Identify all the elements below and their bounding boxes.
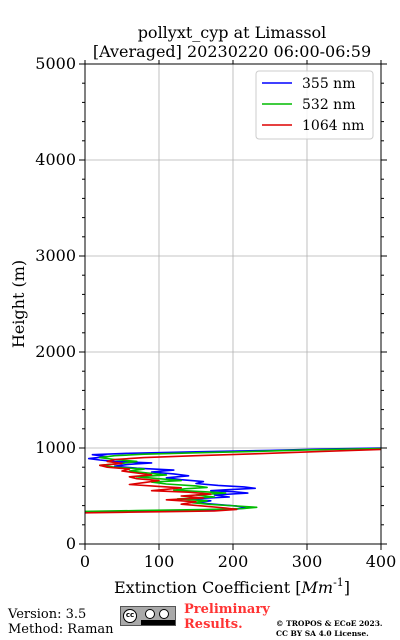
x-tick-label: 400: [366, 552, 397, 571]
legend-label: 1064 nm: [302, 118, 364, 134]
legend: 355 nm 532 nm 1064 nm: [255, 70, 374, 140]
series-lines: [84, 447, 382, 514]
cc-icon: cc: [123, 609, 137, 623]
copyright-line-2: CC BY SA 4.0 License.: [276, 629, 369, 638]
chart-subtitle: [Averaged] 20230220 06:00-06:59: [93, 42, 371, 61]
legend-label: 355 nm: [302, 76, 355, 92]
legend-label: 532 nm: [302, 97, 355, 113]
sa-icon: [159, 609, 169, 619]
y-tick-label: 0: [66, 534, 76, 553]
y-tick-label: 4000: [35, 150, 76, 169]
y-axis-label: Height (m): [9, 260, 28, 348]
method-label: Method: Raman: [8, 622, 114, 637]
legend-box: [255, 70, 374, 140]
y-tick-label: 5000: [35, 54, 76, 73]
version-label: Version: 3.5: [8, 607, 87, 622]
copyright-notice: © TROPOS & ECoE 2023. CC BY SA 4.0 Licen…: [276, 619, 383, 639]
license-strip: [141, 620, 175, 625]
x-tick-label: 100: [144, 552, 175, 571]
cc-license-logo: cc: [120, 606, 176, 626]
y-tick-label: 1000: [35, 438, 76, 457]
preliminary-line-2: Results.: [184, 617, 243, 632]
y-tick-label: 2000: [35, 342, 76, 361]
x-tick-label: 200: [218, 552, 249, 571]
preliminary-line-1: Preliminary: [184, 602, 270, 617]
series-line: [84, 448, 382, 514]
chart-title: pollyxt_cyp at Limassol: [138, 23, 327, 42]
by-icon: [145, 609, 155, 619]
copyright-line-1: © TROPOS & ECoE 2023.: [276, 619, 383, 628]
x-axis-label: Extinction Coefficient [Mm-1]: [114, 576, 350, 597]
y-tick-label: 3000: [35, 246, 76, 265]
x-tick-label: 0: [80, 552, 90, 571]
preliminary-notice: Preliminary Results.: [184, 602, 270, 632]
x-tick-label: 300: [292, 552, 323, 571]
